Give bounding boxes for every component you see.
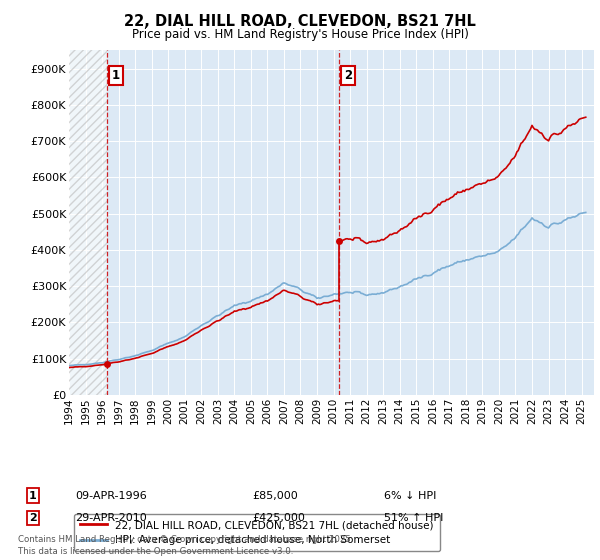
Text: 2: 2: [29, 513, 37, 523]
Text: £85,000: £85,000: [252, 491, 298, 501]
Text: 29-APR-2010: 29-APR-2010: [75, 513, 147, 523]
Text: 1: 1: [112, 69, 119, 82]
Text: Price paid vs. HM Land Registry's House Price Index (HPI): Price paid vs. HM Land Registry's House …: [131, 28, 469, 41]
Text: £425,000: £425,000: [252, 513, 305, 523]
Text: 6% ↓ HPI: 6% ↓ HPI: [384, 491, 436, 501]
Text: 1: 1: [29, 491, 37, 501]
Bar: [69, 50, 107, 395]
Legend: 22, DIAL HILL ROAD, CLEVEDON, BS21 7HL (detached house), HPI: Average price, det: 22, DIAL HILL ROAD, CLEVEDON, BS21 7HL (…: [74, 514, 440, 552]
Text: 51% ↑ HPI: 51% ↑ HPI: [384, 513, 443, 523]
Text: Contains HM Land Registry data © Crown copyright and database right 2025.
This d: Contains HM Land Registry data © Crown c…: [18, 535, 353, 556]
Text: 2: 2: [344, 69, 352, 82]
Text: 09-APR-1996: 09-APR-1996: [75, 491, 147, 501]
Text: 22, DIAL HILL ROAD, CLEVEDON, BS21 7HL: 22, DIAL HILL ROAD, CLEVEDON, BS21 7HL: [124, 14, 476, 29]
